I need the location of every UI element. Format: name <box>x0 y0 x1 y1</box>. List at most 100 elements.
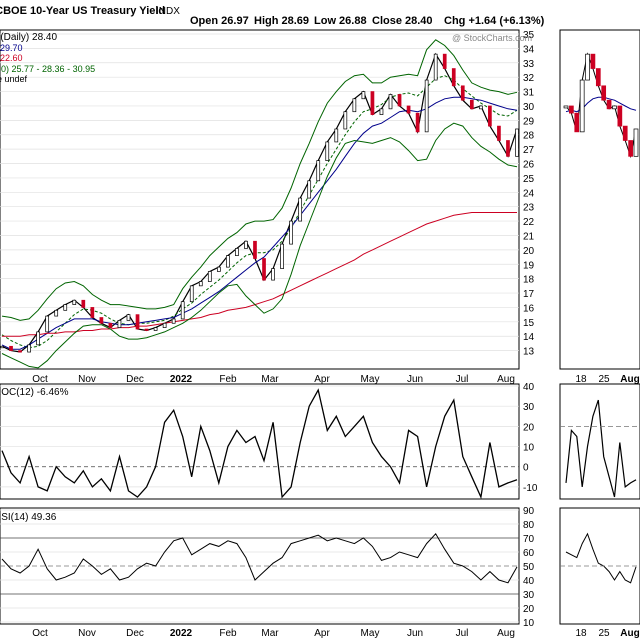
price-candle <box>27 344 31 353</box>
price-candle <box>54 309 59 317</box>
low-value: Low 26.88 <box>314 15 367 27</box>
price-candle <box>198 281 203 287</box>
price-candle <box>316 160 321 182</box>
watermark: @ StockCharts.com <box>452 33 532 43</box>
x-axis-label: Mar <box>261 374 279 385</box>
price-candle <box>108 322 113 328</box>
price-candle <box>45 315 50 333</box>
x-axis-label: Feb <box>219 628 237 639</box>
detail-x-label: 25 <box>598 628 610 639</box>
price-candle <box>506 140 510 157</box>
x-axis-label: Apr <box>314 374 330 385</box>
price-candle <box>0 345 4 349</box>
x-axis-label: 2022 <box>170 628 193 639</box>
price-candle <box>451 68 456 87</box>
price-tick-label: 21 <box>523 231 535 242</box>
price-candle <box>262 258 266 281</box>
price-candle <box>406 105 411 114</box>
legend-bb: BB(20,2.0) 25.77 - 28.36 - 30.95 <box>0 64 95 74</box>
price-candle <box>334 128 339 143</box>
price-tick-label: 18 <box>523 275 535 286</box>
detail-candle <box>595 68 601 87</box>
price-candle <box>90 307 95 318</box>
price-candle <box>298 197 303 222</box>
legend-roc: ROC(12) -6.46% <box>0 387 69 398</box>
x-axis-label: Apr <box>314 628 330 639</box>
series-ma-200 <box>2 212 517 337</box>
detail-candle <box>633 128 639 157</box>
price-tick-label: 35 <box>523 30 535 41</box>
price-candle <box>370 91 375 115</box>
detail-candle <box>606 99 612 110</box>
detail-candle <box>579 79 585 133</box>
detail-candle <box>585 53 590 81</box>
price-candle <box>271 268 275 281</box>
price-tick-label: 17 <box>523 289 535 300</box>
detail-candle <box>617 105 623 127</box>
x-axis-label: Aug <box>497 374 515 385</box>
price-candle <box>442 53 447 69</box>
price-tick-label: 24 <box>523 188 535 199</box>
detail-candle <box>563 105 569 109</box>
price-candle <box>361 91 366 100</box>
detail-x-label: 18 <box>575 374 587 385</box>
x-axis-label: Dec <box>126 628 144 639</box>
roc-tick-label: -10 <box>523 483 538 494</box>
x-axis-label: Oct <box>32 374 48 385</box>
price-candle <box>18 350 22 353</box>
rsi-tick-label: 60 <box>523 548 535 559</box>
detail-candle <box>628 140 633 157</box>
x-axis-label: Jul <box>456 628 469 639</box>
detail-roc-line <box>565 399 637 498</box>
price-candle <box>162 322 167 328</box>
x-axis-label: Mar <box>261 628 279 639</box>
detail-candle <box>569 105 574 114</box>
roc-tick-label: 20 <box>523 422 535 433</box>
price-candle <box>415 112 420 133</box>
price-candle <box>325 141 330 161</box>
detail-candle <box>612 105 617 110</box>
price-candle <box>289 220 293 245</box>
price-candle <box>479 105 483 110</box>
detail-candle <box>590 53 596 69</box>
price-candle <box>469 99 474 110</box>
detail-x-label: 18 <box>575 628 587 639</box>
series-ma-short <box>1 75 518 349</box>
rsi-tick-label: 90 <box>523 506 535 517</box>
exchange-label: INDX <box>156 6 180 17</box>
x-axis-label: Jun <box>407 628 423 639</box>
price-candle <box>135 314 140 330</box>
detail-candle <box>622 125 628 141</box>
detail-x-label: Aug <box>620 374 639 385</box>
price-candle <box>226 255 230 268</box>
x-axis-label: Aug <box>497 628 515 639</box>
price-candle <box>352 98 357 113</box>
roc-line <box>1 388 518 500</box>
price-tick-label: 32 <box>523 73 535 84</box>
rsi-tick-label: 20 <box>523 604 535 615</box>
price-candle <box>126 314 131 321</box>
price-tick-label: 16 <box>523 303 535 314</box>
series-ma-long <box>1 96 518 350</box>
price-candle <box>9 345 13 351</box>
detail-candle <box>574 112 580 133</box>
price-candle <box>117 320 122 328</box>
price-tick-label: 27 <box>523 145 535 156</box>
x-axis-label: Oct <box>32 628 48 639</box>
price-tick-label: 29 <box>523 116 535 127</box>
rsi-tick-label: 10 <box>523 618 535 629</box>
roc-panel: 40 30 20 10 0 -10 <box>0 382 640 500</box>
legend-rsi: RSI(14) 49.36 <box>0 512 57 523</box>
price-tick-label: 20 <box>523 246 535 257</box>
price-candle <box>144 328 149 331</box>
rsi-tick-label: 80 <box>523 520 535 531</box>
price-candle <box>433 53 438 81</box>
x-axis-label: Jun <box>407 374 423 385</box>
change-value: Chg +1.64 (+6.13%) <box>444 15 545 27</box>
price-candle <box>515 128 519 157</box>
x-axis-label: Feb <box>219 374 237 385</box>
detail-ma-line <box>565 96 637 113</box>
detail-x-label: 25 <box>598 374 610 385</box>
price-tick-label: 13 <box>523 347 535 358</box>
price-tick-label: 19 <box>523 260 535 271</box>
